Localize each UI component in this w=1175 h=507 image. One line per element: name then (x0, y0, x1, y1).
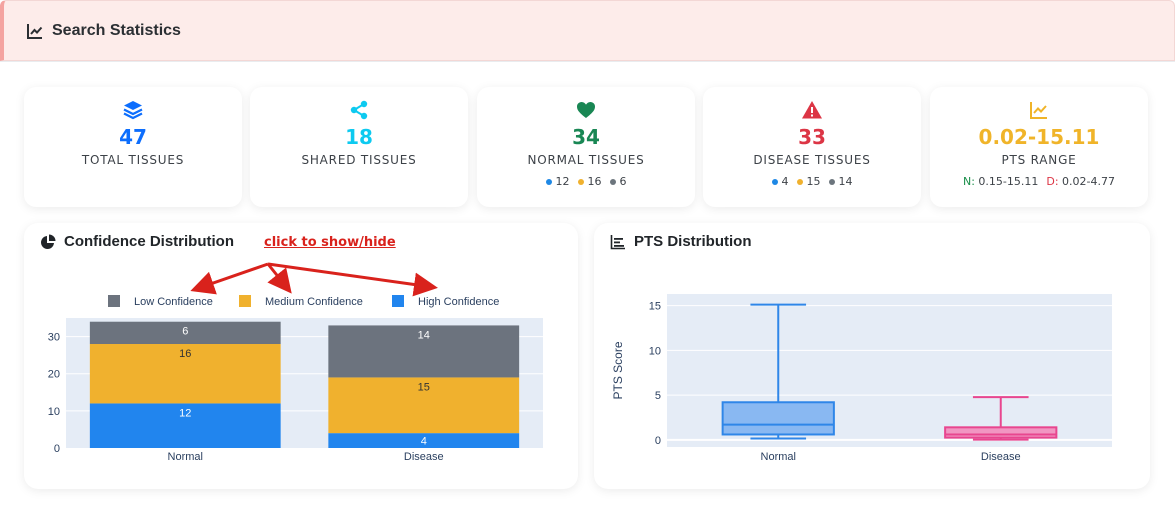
stat-label: SHARED TISSUES (301, 153, 417, 167)
breakdown-medium: 16 (577, 175, 602, 188)
stat-value: 18 (345, 125, 373, 149)
stat-value: 47 (119, 125, 147, 149)
search-statistics-header: Search Statistics (0, 0, 1175, 61)
chart-line-icon (1028, 99, 1050, 121)
breakdown-high: 4 (771, 175, 789, 188)
share-icon (348, 99, 370, 121)
heart-icon (575, 99, 597, 121)
stat-breakdown: 4 15 14 (703, 175, 921, 188)
stat-value: 34 (572, 125, 600, 149)
breakdown-medium: 15 (796, 175, 821, 188)
normal-range: N: 0.15-15.11 (962, 175, 1039, 188)
pts-distribution-panel: PTS Distribution (594, 223, 1150, 489)
confidence-distribution-panel: Confidence Distribution (24, 223, 578, 489)
chart-line-icon (26, 22, 44, 40)
stat-label: NORMAL TISSUES (527, 153, 645, 167)
breakdown-high: 12 (545, 175, 570, 188)
breakdown-low: 6 (609, 175, 627, 188)
layers-icon (122, 99, 144, 121)
disease-range: D: 0.02-4.77 (1046, 175, 1116, 188)
stat-card-normal-tissues: 34 NORMAL TISSUES 12 16 6 (477, 87, 695, 207)
pie-chart-icon (40, 234, 56, 250)
stat-value: 0.02-15.11 (978, 125, 1100, 149)
stat-card-total-tissues: 47 TOTAL TISSUES (24, 87, 242, 207)
stat-label: TOTAL TISSUES (81, 153, 185, 167)
stat-card-shared-tissues: 18 SHARED TISSUES (250, 87, 468, 207)
header-title: Search Statistics (52, 21, 181, 39)
stat-breakdown: 12 16 6 (477, 175, 695, 188)
stat-card-pts-range: 0.02-15.11 PTS RANGE N: 0.15-15.11 D: 0.… (930, 87, 1148, 207)
warning-icon (801, 99, 823, 121)
bar-list-icon (610, 234, 626, 250)
click-to-toggle-annotation: click to show/hide (264, 235, 396, 250)
pts-range-breakdown: N: 0.15-15.11 D: 0.02-4.77 (930, 175, 1148, 188)
stat-card-disease-tissues: 33 DISEASE TISSUES 4 15 14 (703, 87, 921, 207)
breakdown-low: 14 (828, 175, 853, 188)
confidence-panel-title: Confidence Distribution (40, 233, 234, 250)
stat-label: PTS RANGE (1001, 153, 1077, 167)
pts-panel-title: PTS Distribution (610, 233, 752, 250)
stat-label: DISEASE TISSUES (753, 153, 871, 167)
stat-value: 33 (798, 125, 826, 149)
header-divider (0, 61, 1175, 62)
